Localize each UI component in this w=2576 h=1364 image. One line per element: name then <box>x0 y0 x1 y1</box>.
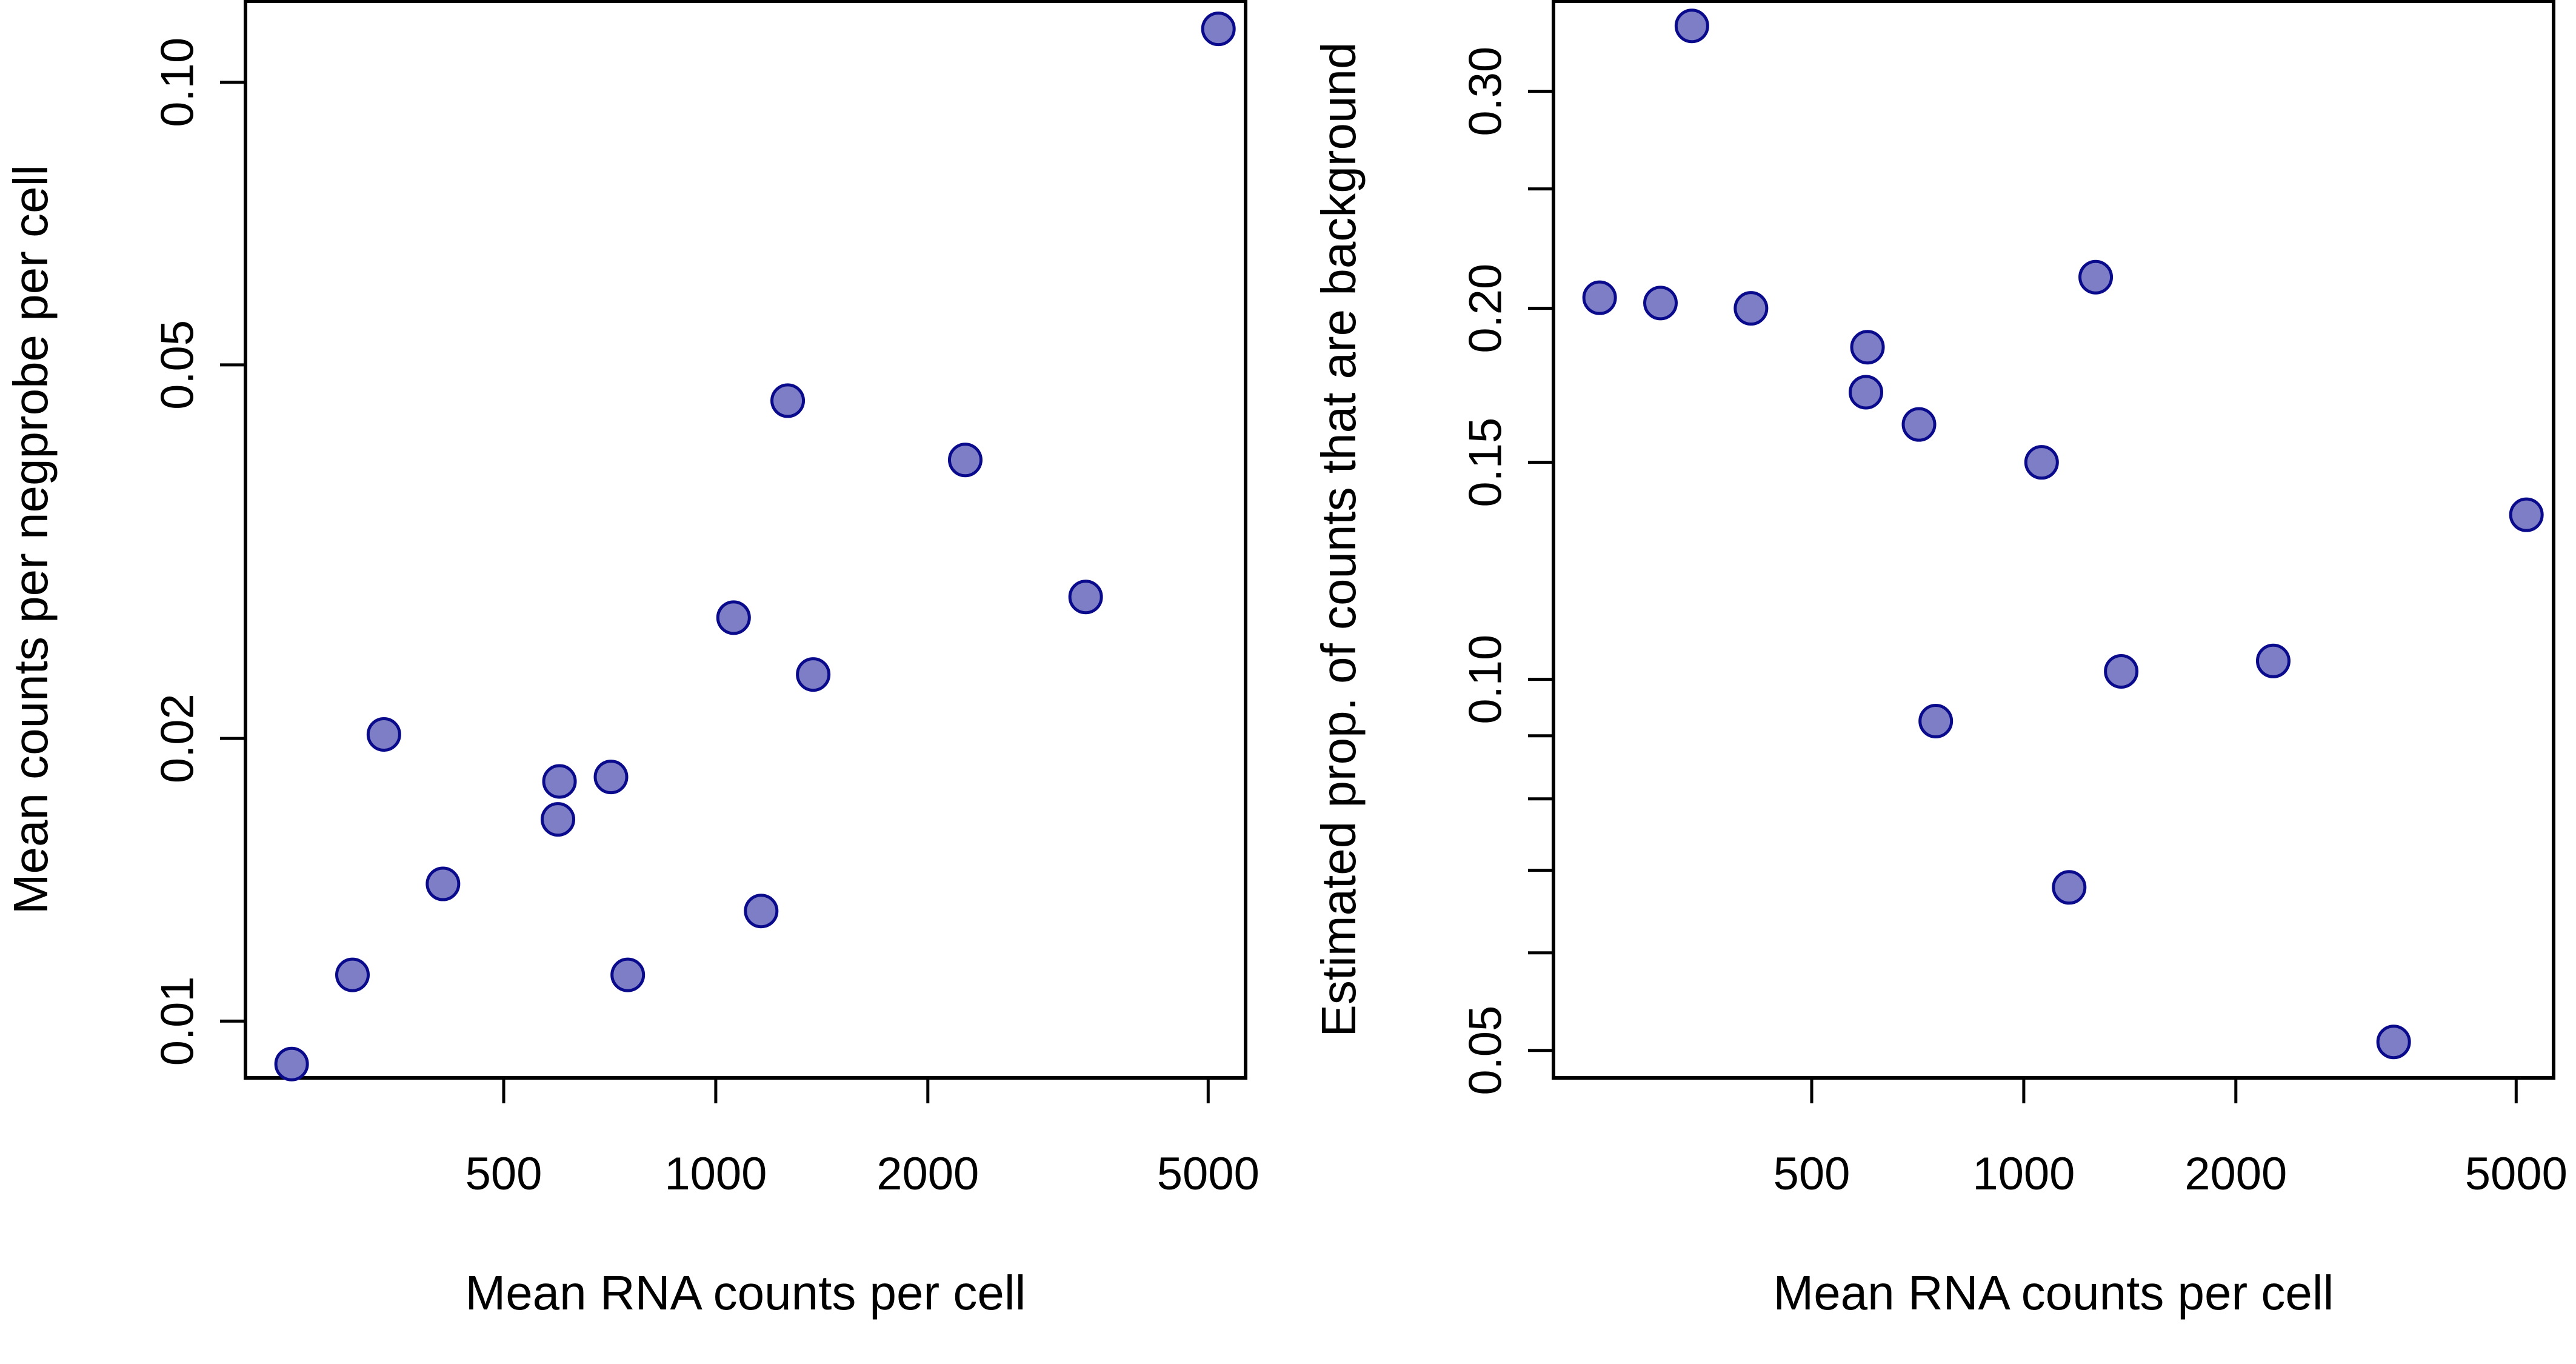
x-tick-label: 500 <box>1774 1148 1850 1200</box>
y-tick-label: 0.05 <box>1460 1006 1512 1095</box>
x-tick-label: 5000 <box>2465 1148 2568 1200</box>
y-axis-label: Mean counts per negprobe per cell <box>4 165 58 914</box>
y-tick-label: 0.10 <box>152 38 204 127</box>
y-axis-ticks: 0.01 0.02 0.05 0.10 <box>152 38 245 1066</box>
y-tick-label: 0.10 <box>1460 635 1512 724</box>
data-point <box>1068 580 1103 615</box>
data-point <box>1733 291 1769 326</box>
data-point <box>593 760 629 795</box>
data-point <box>744 894 779 929</box>
x-axis-ticks: 500 1000 2000 5000 <box>465 1078 1260 1200</box>
data-point <box>2052 870 2087 905</box>
y-tick-label: 0.05 <box>152 320 204 410</box>
data-point <box>2255 643 2291 678</box>
data-point <box>2509 497 2544 532</box>
x-tick-label: 1000 <box>664 1148 767 1200</box>
panel-negprobe-counts: 500 1000 2000 5000 0.01 0.02 0.05 0.10 Mean RN… <box>4 0 1260 1320</box>
data-point <box>2024 445 2059 480</box>
data-point <box>1201 12 1236 47</box>
data-point <box>366 717 401 752</box>
x-axis-label: Mean RNA counts per cell <box>465 1266 1026 1320</box>
x-axis-label: Mean RNA counts per cell <box>1774 1266 2334 1320</box>
data-point <box>947 443 983 478</box>
data-point <box>796 657 831 692</box>
plot-frame <box>244 0 1247 1080</box>
data-point <box>1850 330 1885 365</box>
data-point <box>541 802 576 837</box>
x-tick-label: 2000 <box>2184 1148 2287 1200</box>
data-point <box>1849 375 1884 410</box>
data-point <box>716 600 751 635</box>
data-point <box>2078 259 2114 295</box>
x-axis-ticks: 500 1000 2000 5000 <box>1774 1078 2568 1200</box>
data-point <box>1643 286 1678 321</box>
x-tick-label: 500 <box>465 1148 542 1200</box>
data-point <box>542 764 577 799</box>
data-points <box>1582 8 2544 1060</box>
data-point <box>2376 1025 2411 1060</box>
y-tick-label: 0.20 <box>1460 264 1512 353</box>
y-axis-label: Estimated prop. of counts that are backg… <box>1312 42 1366 1037</box>
data-point <box>610 957 646 992</box>
y-tick-label: 0.30 <box>1460 47 1512 136</box>
data-point <box>274 1046 309 1082</box>
x-tick-label: 5000 <box>1157 1148 1260 1200</box>
data-point <box>425 866 461 901</box>
data-point <box>1901 407 1937 442</box>
y-axis-ticks: 0.05 0.10 0.15 0.20 0.30 <box>1460 47 1553 1095</box>
data-point <box>1582 280 1617 315</box>
data-point <box>2104 654 2139 689</box>
x-tick-label: 2000 <box>876 1148 979 1200</box>
x-tick-label: 1000 <box>1972 1148 2075 1200</box>
y-tick-label: 0.15 <box>1460 418 1512 507</box>
panel-background-proportion: 500 1000 2000 5000 0.05 0.10 0.15 0.20 0.30 Mea… <box>1312 0 2568 1320</box>
data-point <box>335 957 370 992</box>
data-point <box>1674 8 1709 44</box>
data-points <box>274 12 1236 1082</box>
y-tick-label: 0.02 <box>152 694 204 783</box>
data-point <box>1918 704 1954 739</box>
plot-frame <box>1552 0 2555 1080</box>
y-tick-label: 0.01 <box>152 976 204 1066</box>
data-point <box>770 383 806 418</box>
